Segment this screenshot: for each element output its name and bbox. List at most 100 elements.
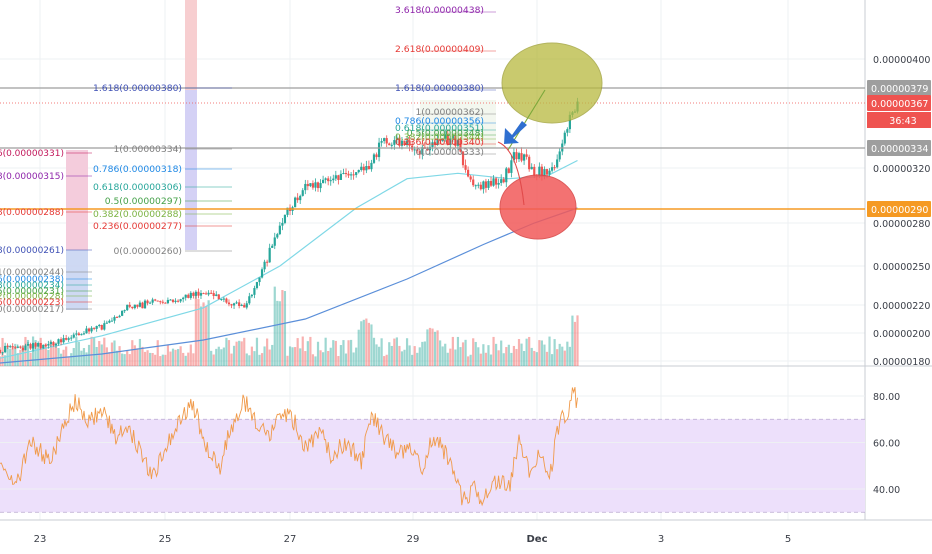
volume-bar xyxy=(199,306,203,366)
candle-body xyxy=(489,181,493,186)
volume-bar xyxy=(357,329,360,366)
candle-body xyxy=(367,166,370,170)
breakout-arrow-icon xyxy=(504,121,527,144)
candle-body xyxy=(306,183,309,187)
candle-body xyxy=(464,165,467,170)
candle-body xyxy=(255,282,259,289)
candle-body xyxy=(377,142,381,158)
volume-bar xyxy=(428,327,432,366)
candle-body xyxy=(121,310,124,316)
volume-bar xyxy=(149,352,152,366)
candle-body xyxy=(115,316,119,318)
volume-bar xyxy=(85,352,88,366)
candle-body xyxy=(299,195,302,201)
volume-bar xyxy=(334,340,337,366)
volume-bar xyxy=(141,346,144,366)
volume-bar xyxy=(288,346,292,366)
volume-bar xyxy=(16,353,19,366)
candle-body xyxy=(131,306,134,309)
volume-bar xyxy=(278,301,281,366)
volume-bar xyxy=(179,346,182,366)
candle-body xyxy=(449,138,452,145)
rsi-band xyxy=(0,419,865,513)
volume-bar xyxy=(42,347,45,366)
volume-bar xyxy=(500,340,503,366)
volume-bar xyxy=(525,338,528,366)
candle-body xyxy=(525,154,528,157)
high-price-badge: 0.00000379 xyxy=(871,84,928,95)
axes: 0.00000400 0.00000320 0.00000280 0.00000250… xyxy=(34,55,931,545)
candle-body xyxy=(24,345,27,351)
volume-bar xyxy=(383,356,386,366)
volume-bar xyxy=(459,347,462,366)
volume-bar xyxy=(530,347,533,366)
candle-body xyxy=(520,153,523,161)
volume-bars xyxy=(0,286,579,366)
volume-bar xyxy=(57,348,60,366)
candle-body xyxy=(545,169,549,175)
candle-body xyxy=(283,214,287,223)
rsi-line xyxy=(0,386,578,507)
volume-bar xyxy=(556,349,559,366)
price-tick-label: 0.00000250 xyxy=(873,262,930,273)
volume-bar xyxy=(245,353,248,366)
candle-body xyxy=(93,327,96,329)
candle-body xyxy=(225,298,228,303)
volume-bar xyxy=(566,341,569,366)
volume-bar xyxy=(347,340,350,366)
volume-bar xyxy=(255,337,259,366)
candle-body xyxy=(126,304,129,311)
volume-bar xyxy=(166,344,170,366)
volume-bar xyxy=(319,350,322,366)
time-tick-label: 25 xyxy=(159,534,172,545)
volume-bar xyxy=(29,352,32,366)
candle-body xyxy=(403,140,406,146)
volume-bar xyxy=(342,340,345,366)
candle-body xyxy=(370,162,373,170)
volume-bar xyxy=(0,356,2,366)
candle-body xyxy=(222,298,225,300)
volume-bar xyxy=(217,346,220,366)
candle-body xyxy=(347,173,350,176)
volume-bar xyxy=(131,340,134,366)
candle-body xyxy=(271,245,274,248)
candle-body xyxy=(232,303,236,306)
candle-body xyxy=(322,179,325,184)
volume-bar xyxy=(227,340,231,366)
candle-body xyxy=(334,175,337,179)
volume-bar xyxy=(571,315,574,366)
candle-body xyxy=(202,293,205,295)
candle-body xyxy=(105,322,108,324)
candle-body xyxy=(268,247,271,263)
fib-right-label: 1.618(0.00000380) xyxy=(395,83,484,94)
candle-body xyxy=(329,180,332,182)
fib-zone-left-high xyxy=(66,150,88,250)
volume-bar xyxy=(446,352,449,366)
level-lines xyxy=(0,87,865,210)
volume-bar xyxy=(296,338,299,366)
volume-bar xyxy=(352,352,355,366)
fib-right-label: 0.618(0.00000351) xyxy=(395,123,484,134)
fib-left-label: 36(0.00000223) xyxy=(0,298,64,308)
candle-body xyxy=(182,297,185,300)
volume-bar xyxy=(171,348,175,366)
volume-bar xyxy=(548,336,551,366)
current-price-badge-bg xyxy=(867,95,931,111)
volume-bar xyxy=(543,344,546,366)
candle-body xyxy=(49,342,52,345)
volume-bar xyxy=(24,336,27,366)
candle-body xyxy=(344,173,348,175)
candle-body xyxy=(441,138,444,141)
candle-body xyxy=(281,222,284,226)
volume-bar xyxy=(311,354,315,366)
volume-bar xyxy=(492,336,495,366)
volume-bar xyxy=(505,347,508,366)
volume-bar xyxy=(306,341,309,366)
candle-body xyxy=(339,173,343,180)
candle-body xyxy=(540,166,543,177)
candle-body xyxy=(113,316,116,321)
volume-bar xyxy=(332,340,335,366)
candle-body xyxy=(388,143,391,146)
volume-bar xyxy=(456,336,460,366)
